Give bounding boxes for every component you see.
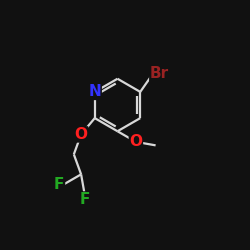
Text: F: F: [80, 192, 90, 207]
Text: N: N: [88, 84, 101, 100]
Text: O: O: [130, 134, 142, 150]
Text: O: O: [74, 127, 88, 142]
Text: Br: Br: [150, 66, 169, 81]
Text: F: F: [54, 177, 64, 192]
